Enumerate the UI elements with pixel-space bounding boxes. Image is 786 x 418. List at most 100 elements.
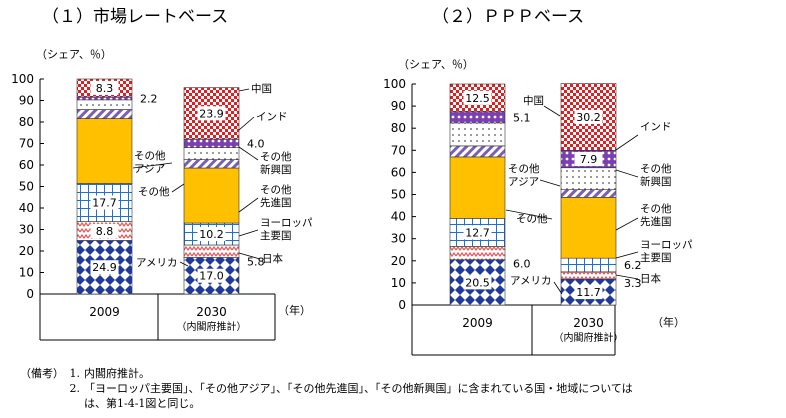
note-3-num	[60, 396, 84, 411]
bar-segment-other_advanced	[560, 197, 617, 259]
y-tick-label: 30	[19, 223, 34, 237]
data-label-box	[197, 106, 226, 121]
y-tick-label: 10	[19, 266, 34, 280]
annotation-europe: ヨーロッパ主要国	[260, 217, 313, 242]
data-label-india: 7.9	[580, 153, 598, 166]
data-label-india: 4.0	[247, 137, 265, 150]
bar-segment-other_asia	[449, 145, 506, 158]
bar-segment-other_emerging	[560, 167, 617, 190]
bar-segment-other_emerging	[183, 147, 240, 160]
panel-2-bars	[449, 83, 617, 306]
y-tick-label: 20	[391, 254, 406, 268]
data-label-europe: 12.7	[465, 226, 490, 239]
bar-segment-india	[183, 138, 240, 148]
data-label-box	[197, 268, 226, 283]
data-label-america: 20.5	[465, 276, 490, 289]
y-tick-label: 10	[391, 276, 406, 290]
x-tick-sublabel: （内閣府推計）	[177, 320, 247, 333]
bar-segment-other_advanced	[183, 167, 240, 224]
data-label-china: 30.2	[576, 111, 601, 124]
y-tick-label: 70	[19, 137, 34, 151]
data-label-america: 24.9	[92, 261, 117, 274]
y-tick-label: 30	[391, 232, 406, 246]
data-label-india: 5.1	[513, 111, 531, 124]
data-label-america: 17.0	[199, 270, 224, 283]
bar-segment-india	[76, 96, 133, 101]
panel-2: （２）ＰＰＰベース （シェア、％） （年） 010203040506070809…	[383, 7, 693, 356]
data-label-china: 23.9	[199, 107, 224, 120]
panel-1-ylabel: （シェア、％）	[36, 48, 112, 61]
chart-figure: （１）市場レートベース （シェア、％） （年） 0102030405060708…	[11, 7, 693, 356]
note-2-num: 2.	[69, 382, 81, 395]
bar-segment-japan	[560, 271, 617, 280]
bar-segment-other_advanced	[449, 156, 506, 219]
bar-segment-europe	[560, 257, 617, 273]
bar-segment-other_advanced	[76, 118, 133, 184]
bar-segment-other_asia	[560, 189, 617, 198]
data-label-box	[197, 227, 226, 242]
data-label-box	[463, 225, 492, 240]
panel-2-xlabel: （年）	[652, 315, 685, 329]
data-label-box	[574, 109, 603, 124]
data-label-europe: 17.7	[92, 197, 117, 210]
annotation-america: アメリカ	[510, 275, 551, 287]
x-tick-sublabel: （内閣府推計）	[554, 331, 624, 344]
notes: （備考） 1. 内閣府推計。 2. 「ヨーロッパ主要国」、「その他アジア」、「そ…	[20, 366, 633, 411]
y-tick-label: 50	[19, 180, 34, 194]
data-label-europe: 6.2	[624, 259, 642, 272]
y-tick-label: 40	[391, 210, 406, 224]
annotation-other: その他	[516, 212, 548, 225]
annotation-america: アメリカ	[136, 257, 177, 269]
note-2-text: 「ヨーロッパ主要国」、「その他アジア」、「その他先進国」、「その他新興国」に含ま…	[84, 382, 633, 395]
bar-segment-other_emerging	[76, 99, 133, 110]
y-tick-label: 80	[391, 121, 406, 135]
panel-2-annotations: 中国 インド その他新興国 その他アジア その他 その他先進国 ヨーロッパ主要国…	[505, 94, 693, 295]
y-tick-label: 40	[19, 201, 34, 215]
panel-1-annotations: 中国 インド その他新興国 その他アジア その他 その他先進国 ヨーロッパ主要国…	[132, 82, 313, 269]
annotation-other-emerging: その他新興国	[640, 162, 672, 188]
data-label-japan: 6.0	[513, 258, 531, 271]
x-tick-label: 2030	[573, 316, 604, 330]
annotation-other-advanced: その他先進国	[260, 183, 292, 209]
data-label-america: 11.7	[576, 286, 601, 299]
x-tick-label: 2009	[462, 316, 493, 330]
y-tick-label: 90	[391, 99, 406, 113]
bar-segment-europe	[449, 218, 506, 247]
data-label-india: 2.2	[140, 92, 158, 105]
notes-label: （備考）	[20, 367, 64, 380]
annotation-china: 中国	[251, 82, 272, 95]
panel-1-xlabel: （年）	[278, 303, 311, 317]
note-3-text: は、第1-4-1図と同じ。	[84, 397, 201, 410]
data-label-box	[574, 152, 603, 167]
data-label-box	[463, 275, 492, 290]
y-tick-label: 100	[11, 72, 34, 86]
y-tick-label: 60	[391, 165, 406, 179]
annotation-japan: 日本	[640, 272, 661, 285]
data-label-japan: 3.3	[624, 277, 642, 290]
data-label-japan: 8.8	[96, 225, 114, 238]
data-label-box	[463, 90, 492, 105]
annotation-japan: 日本	[262, 252, 283, 265]
panel-1: （１）市場レートベース （シェア、％） （年） 0102030405060708…	[11, 7, 313, 341]
x-tick-label: 2030	[196, 305, 227, 319]
data-label-box	[90, 80, 119, 95]
y-tick-label: 0	[398, 298, 406, 312]
bar-segment-india	[449, 111, 506, 124]
y-tick-label: 20	[19, 244, 34, 258]
annotation-india: インド	[640, 121, 672, 133]
x-tick-label: 2009	[89, 305, 120, 319]
panel-2-data-labels: 20.5 6.0 12.7 5.1 12.5 11.7 3.3 6.2 7.9 30.2	[463, 90, 642, 300]
annotation-other-asia: その他アジア	[134, 149, 166, 175]
bar-segment-other_emerging	[449, 122, 506, 147]
data-label-china: 8.3	[96, 82, 114, 95]
data-label-china: 12.5	[465, 92, 490, 105]
y-tick-label: 90	[19, 94, 34, 108]
data-label-box	[90, 195, 119, 210]
data-label-box	[90, 224, 119, 239]
data-label-japan: 5.8	[247, 255, 265, 268]
y-tick-label: 60	[19, 158, 34, 172]
annotation-other-asia: その他アジア	[508, 162, 540, 188]
annotation-other-emerging: その他新興国	[260, 150, 292, 176]
